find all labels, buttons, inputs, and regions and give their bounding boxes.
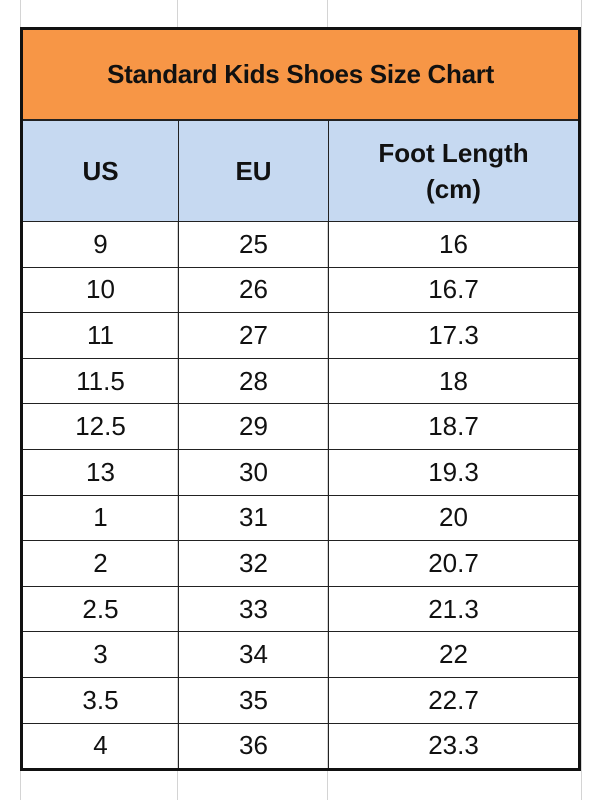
cell-us: 12.5 <box>21 403 179 450</box>
table-row: 1 31 20 <box>21 494 580 542</box>
table-row: 3 34 22 <box>21 631 580 678</box>
table-row: 13 30 19.3 <box>21 448 580 496</box>
header-foot-length-label: Foot Length <box>378 138 529 168</box>
header-eu: EU <box>178 119 329 222</box>
cell-eu: 27 <box>178 312 329 359</box>
cell-us: 2 <box>21 540 179 587</box>
cell-foot-length: 17.3 <box>328 312 580 359</box>
cell-foot-length: 18.7 <box>328 403 580 450</box>
cell-eu: 33 <box>178 585 329 633</box>
table-row: 9 25 16 <box>21 221 580 268</box>
table-row: 2.5 33 21.3 <box>21 585 580 633</box>
chart-title: Standard Kids Shoes Size Chart <box>21 28 580 121</box>
table-row: 2 32 20.7 <box>21 540 580 587</box>
sheet-gridline <box>581 0 582 800</box>
cell-eu: 36 <box>178 722 329 771</box>
cell-eu: 35 <box>178 676 329 724</box>
table-row: 11 27 17.3 <box>21 312 580 359</box>
cell-foot-length: 20 <box>328 494 580 542</box>
cell-us: 3 <box>21 631 179 678</box>
header-unit: (cm) <box>426 174 481 204</box>
size-chart-table: Standard Kids Shoes Size Chart US EU Foo… <box>20 27 581 772</box>
cell-foot-length: 16.7 <box>328 266 580 314</box>
header-us: US <box>21 119 179 222</box>
cell-foot-length: 18 <box>328 357 580 405</box>
cell-eu: 25 <box>178 221 329 268</box>
cell-us: 11 <box>21 312 179 359</box>
cell-eu: 29 <box>178 403 329 450</box>
cell-us: 4 <box>21 722 179 771</box>
cell-foot-length: 16 <box>328 221 580 268</box>
cell-eu: 26 <box>178 266 329 314</box>
table-row: 3.5 35 22.7 <box>21 676 580 724</box>
cell-us: 2.5 <box>21 585 179 633</box>
table-row: 10 26 16.7 <box>21 266 580 314</box>
cell-eu: 30 <box>178 448 329 496</box>
cell-foot-length: 21.3 <box>328 585 580 633</box>
table-body: 9 25 16 10 26 16.7 11 27 17.3 11.5 28 18 12.5 29 18.7 1… <box>21 221 580 771</box>
cell-us: 13 <box>21 448 179 496</box>
cell-us: 10 <box>21 266 179 314</box>
cell-foot-length: 23.3 <box>328 722 580 771</box>
cell-foot-length: 22.7 <box>328 676 580 724</box>
header-foot-length: Foot Length (cm) <box>328 119 580 222</box>
cell-us: 1 <box>21 494 179 542</box>
cell-foot-length: 22 <box>328 631 580 678</box>
table-row: 11.5 28 18 <box>21 357 580 405</box>
cell-foot-length: 20.7 <box>328 540 580 587</box>
cell-us: 9 <box>21 221 179 268</box>
cell-us: 11.5 <box>21 357 179 405</box>
table-row: 4 36 23.3 <box>21 722 580 771</box>
cell-eu: 34 <box>178 631 329 678</box>
cell-eu: 31 <box>178 494 329 542</box>
cell-foot-length: 19.3 <box>328 448 580 496</box>
table-row: 12.5 29 18.7 <box>21 403 580 450</box>
cell-us: 3.5 <box>21 676 179 724</box>
cell-eu: 32 <box>178 540 329 587</box>
cell-eu: 28 <box>178 357 329 405</box>
